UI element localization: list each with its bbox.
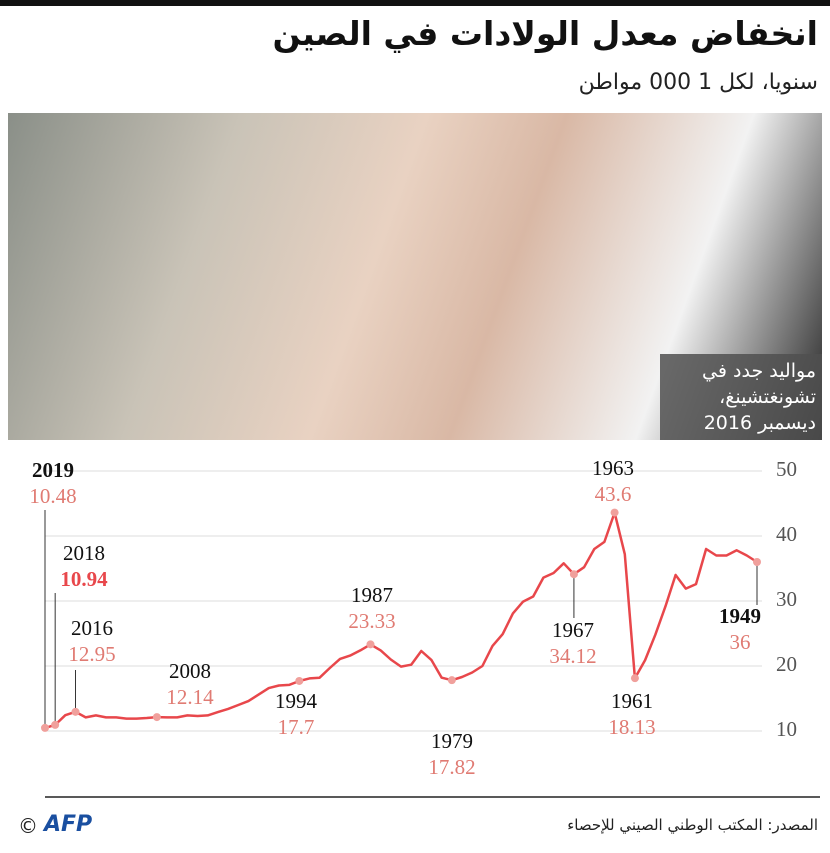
value-label: 10.48 — [29, 484, 76, 508]
point — [569, 570, 578, 579]
value-label: 34.12 — [549, 644, 596, 668]
point — [295, 676, 304, 685]
point — [41, 723, 49, 732]
year-label: 1994 — [275, 689, 318, 713]
year-label: 2018 — [63, 541, 105, 565]
year-label: 1963 — [592, 456, 634, 480]
subtitle: سنويا، لكل 1 000 مواطن — [578, 70, 818, 95]
value-label: 17.7 — [278, 715, 315, 739]
year-label: 1949 — [719, 604, 761, 628]
line — [44, 511, 758, 730]
value-label: 12.14 — [166, 685, 214, 709]
logo: AFP — [44, 812, 93, 837]
year-label: 2019 — [32, 458, 74, 482]
point — [51, 720, 60, 729]
caption-line: مواليد جدد في — [702, 360, 816, 382]
year-label: 2016 — [71, 616, 113, 640]
caption-line: ديسمبر 2016 — [703, 412, 816, 434]
value-label: 17.82 — [428, 755, 475, 779]
photo: مواليد جدد في تشونغتشينغ، ديسمبر 2016 — [8, 113, 822, 440]
point — [610, 508, 619, 517]
value-label: 43.6 — [595, 482, 632, 506]
value-label: 12.95 — [68, 642, 115, 666]
year-label: 1967 — [552, 618, 594, 642]
point — [447, 676, 456, 685]
y-tick-label: 30 — [776, 587, 797, 611]
source: المصدر: المكتب الوطني الصيني للإحصاء — [567, 816, 818, 834]
copyright: © — [18, 814, 38, 838]
value-label: 10.94 — [60, 567, 108, 591]
year-label: 2008 — [169, 659, 211, 683]
y-tick-label: 10 — [776, 717, 797, 741]
year-label: 1979 — [431, 729, 473, 753]
point — [71, 707, 80, 716]
value-label: 18.13 — [608, 715, 655, 739]
photo-caption: مواليد جدد في تشونغتشينغ، ديسمبر 2016 — [660, 354, 822, 440]
value-label: 36 — [730, 630, 751, 654]
y-tick-label: 40 — [776, 522, 797, 546]
value-label: 23.33 — [348, 609, 395, 633]
y-tick-label: 20 — [776, 652, 797, 676]
point — [152, 713, 161, 722]
top-bar — [0, 0, 830, 6]
point — [366, 640, 375, 649]
year-label: 1961 — [611, 689, 653, 713]
y-tick-label: 50 — [776, 457, 797, 481]
year-label: 1987 — [351, 583, 393, 607]
title: انخفاض معدل الولادات في الصين — [272, 14, 818, 53]
point — [630, 674, 639, 683]
caption-line: تشونغتشينغ، — [719, 386, 816, 408]
point — [753, 558, 761, 566]
